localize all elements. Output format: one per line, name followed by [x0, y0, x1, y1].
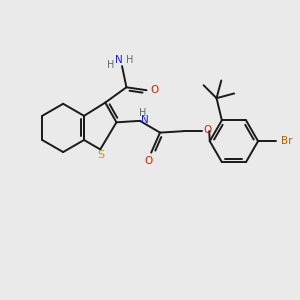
Text: O: O — [145, 156, 153, 166]
Text: H: H — [126, 55, 133, 64]
Text: O: O — [151, 85, 159, 95]
Text: N: N — [115, 55, 123, 64]
Text: Br: Br — [281, 136, 292, 146]
Text: H: H — [107, 60, 115, 70]
Text: N: N — [140, 115, 148, 125]
Text: H: H — [139, 108, 147, 118]
Text: S: S — [97, 150, 104, 160]
Text: O: O — [204, 125, 212, 135]
